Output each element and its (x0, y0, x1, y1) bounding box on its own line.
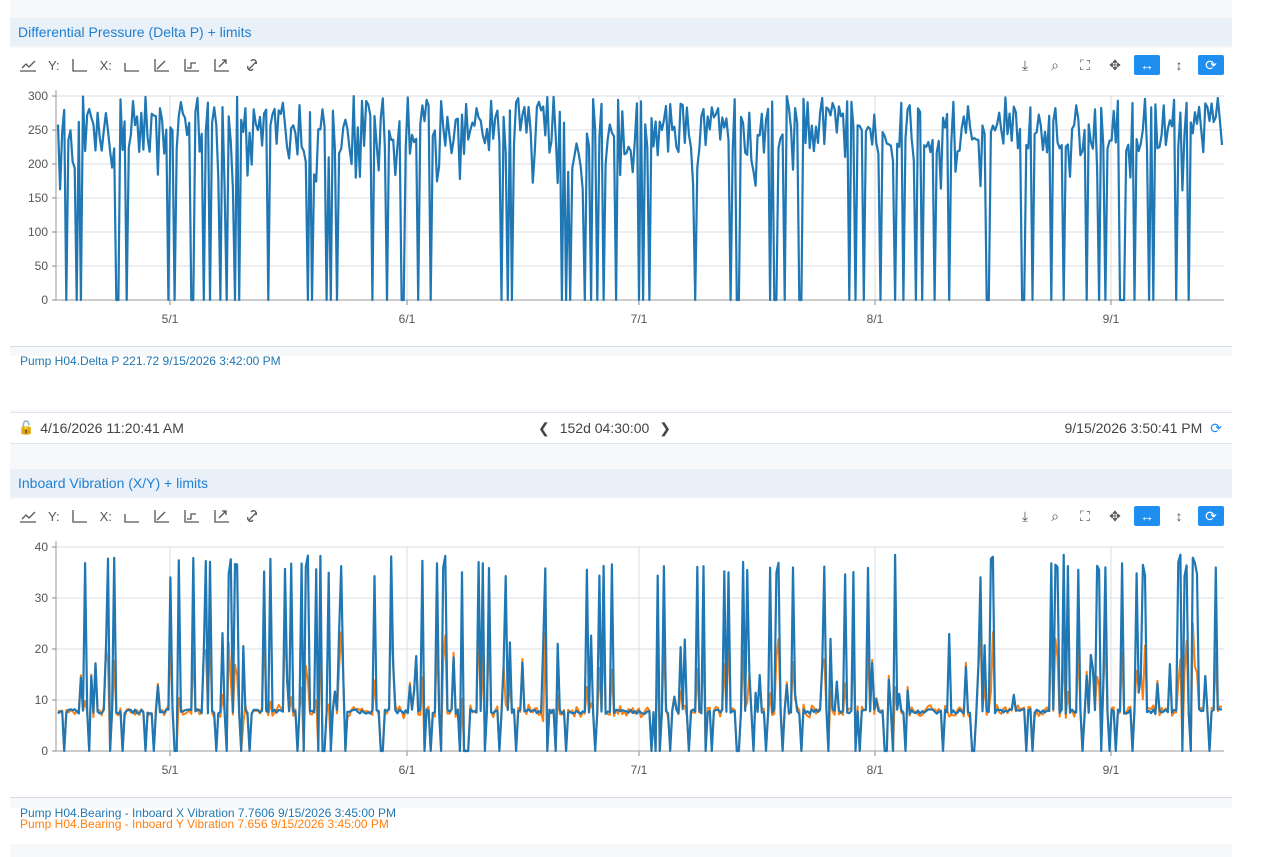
zoom-y-icon[interactable]: ↕ (1175, 508, 1183, 524)
y-tick-label: 0 (41, 293, 48, 307)
expand-axis-icon[interactable] (212, 506, 232, 526)
vibration-chart[interactable]: 0 10 20 30 40 5/1 6/1 7/1 8/1 9/1 (10, 533, 1232, 797)
y-tick-label: 50 (35, 259, 49, 273)
link-icon[interactable] (242, 55, 262, 75)
time-range-bar: 🔓 4/16/2026 11:20:41 AM ❮ 152d 04:30:00 … (10, 412, 1232, 444)
y-tick-label: 10 (35, 693, 49, 707)
x-tick-label: 7/1 (631, 763, 648, 777)
previous-period-button[interactable]: ❮ (538, 420, 550, 436)
x-tick-label: 9/1 (1103, 763, 1120, 777)
next-period-button[interactable]: ❯ (659, 420, 671, 436)
refresh-icon[interactable]: ⟳ (1198, 506, 1224, 526)
link-icon[interactable] (242, 506, 262, 526)
y-axis-label: Y: (48, 508, 60, 524)
x-tick-label: 5/1 (162, 312, 179, 326)
x-tick-label: 5/1 (162, 763, 179, 777)
y-tick-label: 150 (28, 191, 48, 205)
chart-legend: Pump H04.Bearing - Inboard X Vibration 7… (10, 806, 1232, 844)
y-tick-label: 250 (28, 123, 48, 137)
y-tick-label: 300 (28, 89, 48, 103)
x-axis-icon[interactable] (122, 506, 142, 526)
pan-icon[interactable]: ✥ (1109, 56, 1121, 73)
y-axis-icon[interactable] (70, 55, 90, 75)
x-tick-label: 6/1 (399, 312, 416, 326)
panel-toolbar: Y: X: ⤓ ⌕ ⛶ ✥ ↔ ↕ ⟳ (10, 48, 1232, 82)
x-axis-label: X: (99, 57, 112, 73)
x-tick-label: 7/1 (631, 312, 648, 326)
download-icon[interactable]: ⤓ (1021, 56, 1029, 73)
panel-toolbar: Y: X: ⤓ ⌕ ⛶ ✥ ↔ ↕ ⟳ (10, 499, 1232, 533)
refresh-icon[interactable]: ⟳ (1198, 55, 1224, 75)
zoom-x-icon[interactable]: ↔ (1134, 506, 1160, 526)
y-tick-label: 0 (41, 744, 48, 758)
chart-type-icon[interactable] (18, 506, 38, 526)
panel-title: Differential Pressure (Delta P) + limits (10, 18, 1232, 46)
xy-axis-icon[interactable] (152, 55, 172, 75)
divider (10, 797, 1232, 798)
step-icon[interactable] (182, 506, 202, 526)
chart-area[interactable]: 0 50 100 150 200 250 300 5/1 6/1 7/1 8/1 9/1 (10, 82, 1232, 346)
fullscreen-icon[interactable]: ⛶ (1080, 56, 1090, 73)
expand-axis-icon[interactable] (212, 55, 232, 75)
y-tick-label: 30 (35, 591, 49, 605)
series-line-inboard-x[interactable] (57, 553, 1223, 753)
x-axis-label: X: (99, 508, 112, 524)
panel-title: Inboard Vibration (X/Y) + limits (10, 469, 1232, 497)
y-axis-icon[interactable] (70, 506, 90, 526)
series-line-delta-p[interactable] (56, 95, 1224, 302)
x-axis-icon[interactable] (122, 55, 142, 75)
end-time[interactable]: 9/15/2026 3:50:41 PM (1064, 420, 1203, 436)
zoom-select-icon[interactable]: ⌕ (1051, 507, 1059, 524)
chart-area[interactable]: 0 10 20 30 40 5/1 6/1 7/1 8/1 9/1 (10, 533, 1232, 797)
chart-type-icon[interactable] (18, 55, 38, 75)
xy-axis-icon[interactable] (152, 506, 172, 526)
y-tick-label: 100 (28, 225, 48, 239)
legend-item[interactable]: Pump H04.Bearing - Inboard Y Vibration 7… (20, 817, 389, 831)
chart-legend: Pump H04.Delta P 221.72 9/15/2026 3:42:0… (10, 354, 1232, 410)
x-tick-label: 8/1 (867, 312, 884, 326)
y-axis-label: Y: (48, 57, 60, 73)
x-tick-label: 6/1 (399, 763, 416, 777)
zoom-y-icon[interactable]: ↕ (1175, 57, 1183, 73)
start-time[interactable]: 4/16/2026 11:20:41 AM (40, 420, 184, 436)
delta-p-chart[interactable]: 0 50 100 150 200 250 300 5/1 6/1 7/1 8/1 9/1 (10, 82, 1232, 346)
y-tick-label: 40 (35, 540, 49, 554)
x-tick-label: 9/1 (1103, 312, 1120, 326)
download-icon[interactable]: ⤓ (1021, 507, 1029, 524)
fullscreen-icon[interactable]: ⛶ (1080, 507, 1090, 524)
legend-item[interactable]: Pump H04.Delta P 221.72 9/15/2026 3:42:0… (20, 354, 281, 368)
step-icon[interactable] (182, 55, 202, 75)
zoom-select-icon[interactable]: ⌕ (1051, 56, 1059, 73)
divider (10, 346, 1232, 347)
pan-icon[interactable]: ✥ (1109, 507, 1121, 524)
y-tick-label: 200 (28, 157, 48, 171)
unlock-icon[interactable]: 🔓 (18, 420, 35, 435)
refresh-icon[interactable]: ⟳ (1210, 420, 1222, 436)
main-content: Differential Pressure (Delta P) + limits… (10, 0, 1232, 857)
y-tick-label: 20 (35, 642, 49, 656)
zoom-x-icon[interactable]: ↔ (1134, 55, 1160, 75)
x-tick-label: 8/1 (867, 763, 884, 777)
legend-item[interactable]: Pump H04.Bearing - Inboard X Vibration 7… (20, 806, 397, 820)
duration[interactable]: 152d 04:30:00 (559, 420, 650, 436)
